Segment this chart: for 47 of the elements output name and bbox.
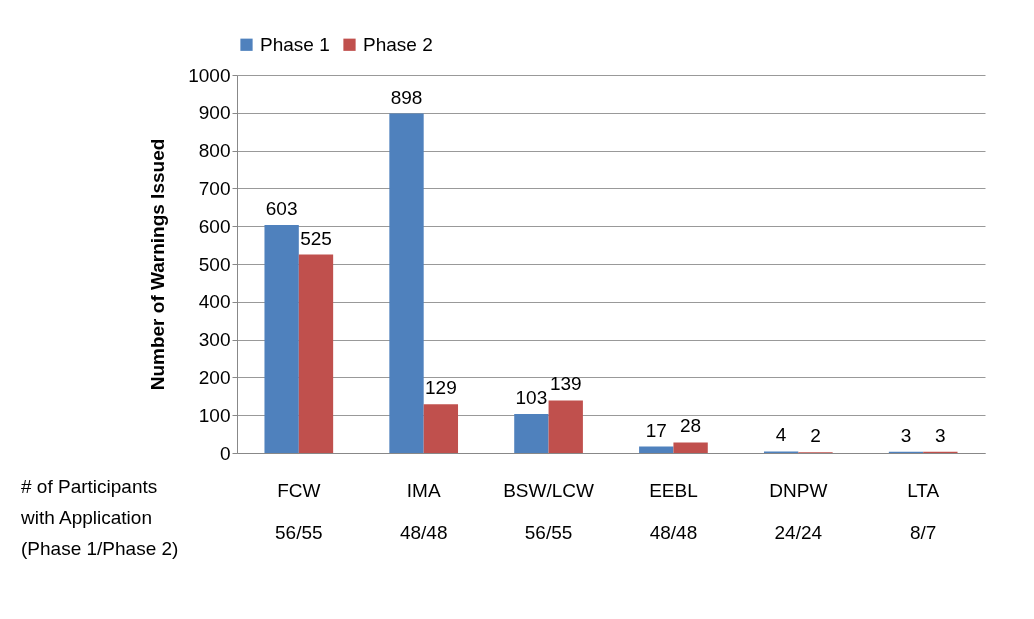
y-tick-label: 100 xyxy=(198,404,231,426)
data-label: 139 xyxy=(549,373,582,395)
legend-label: Phase 1 xyxy=(260,33,330,55)
data-label: 2 xyxy=(810,425,821,447)
bar xyxy=(639,446,674,453)
bar xyxy=(548,400,583,453)
y-tick-label: 300 xyxy=(198,329,231,351)
y-tick-label: 200 xyxy=(198,366,231,388)
text: 48/48 xyxy=(649,522,698,543)
data-label: 525 xyxy=(300,227,332,249)
y-tick-label: 500 xyxy=(198,253,231,275)
legend-label: Phase 2 xyxy=(363,33,433,55)
text: 48/48 xyxy=(399,522,448,543)
bar xyxy=(673,442,708,453)
x-axis-title: # of Participants with Application (Phase 1/Phase 2) xyxy=(20,476,179,559)
x-tick-label: FCW xyxy=(277,479,321,501)
data-label: 3 xyxy=(935,424,946,446)
y-tick-label: 0 xyxy=(219,442,231,464)
data-label: 103 xyxy=(515,387,548,409)
bar xyxy=(298,254,334,453)
y-tick-label: 800 xyxy=(198,140,231,162)
text: 24/24 xyxy=(774,522,823,543)
y-axis-title: Number of Warnings Issued xyxy=(147,138,169,391)
y-tick-label: 600 xyxy=(198,215,231,237)
text: 56/55 xyxy=(524,522,573,543)
bar xyxy=(514,414,549,453)
data-label: 28 xyxy=(680,415,702,437)
data-label: 4 xyxy=(775,424,787,446)
data-label: 3 xyxy=(900,424,912,446)
data-label: 898 xyxy=(390,86,423,108)
y-tick-label: 900 xyxy=(198,102,231,124)
text: 8/7 xyxy=(909,522,937,543)
x-tick-label: EEBL xyxy=(649,479,698,501)
data-label: 17 xyxy=(645,419,667,441)
text: 56/55 xyxy=(275,522,323,543)
x-tick-label: IMA xyxy=(406,479,441,501)
bar xyxy=(389,113,424,453)
data-label: 129 xyxy=(425,377,457,399)
x-tick-label: BSW/LCW xyxy=(503,479,595,501)
y-tick-label: 400 xyxy=(198,291,231,313)
y-tick-label: 1000 xyxy=(188,64,231,86)
x-tick-label: DNPW xyxy=(769,479,828,501)
bar xyxy=(423,404,459,453)
y-tick-label: 700 xyxy=(198,177,231,199)
data-label: 603 xyxy=(265,198,298,220)
bar xyxy=(264,225,299,453)
x-tick-label: LTA xyxy=(907,479,940,501)
